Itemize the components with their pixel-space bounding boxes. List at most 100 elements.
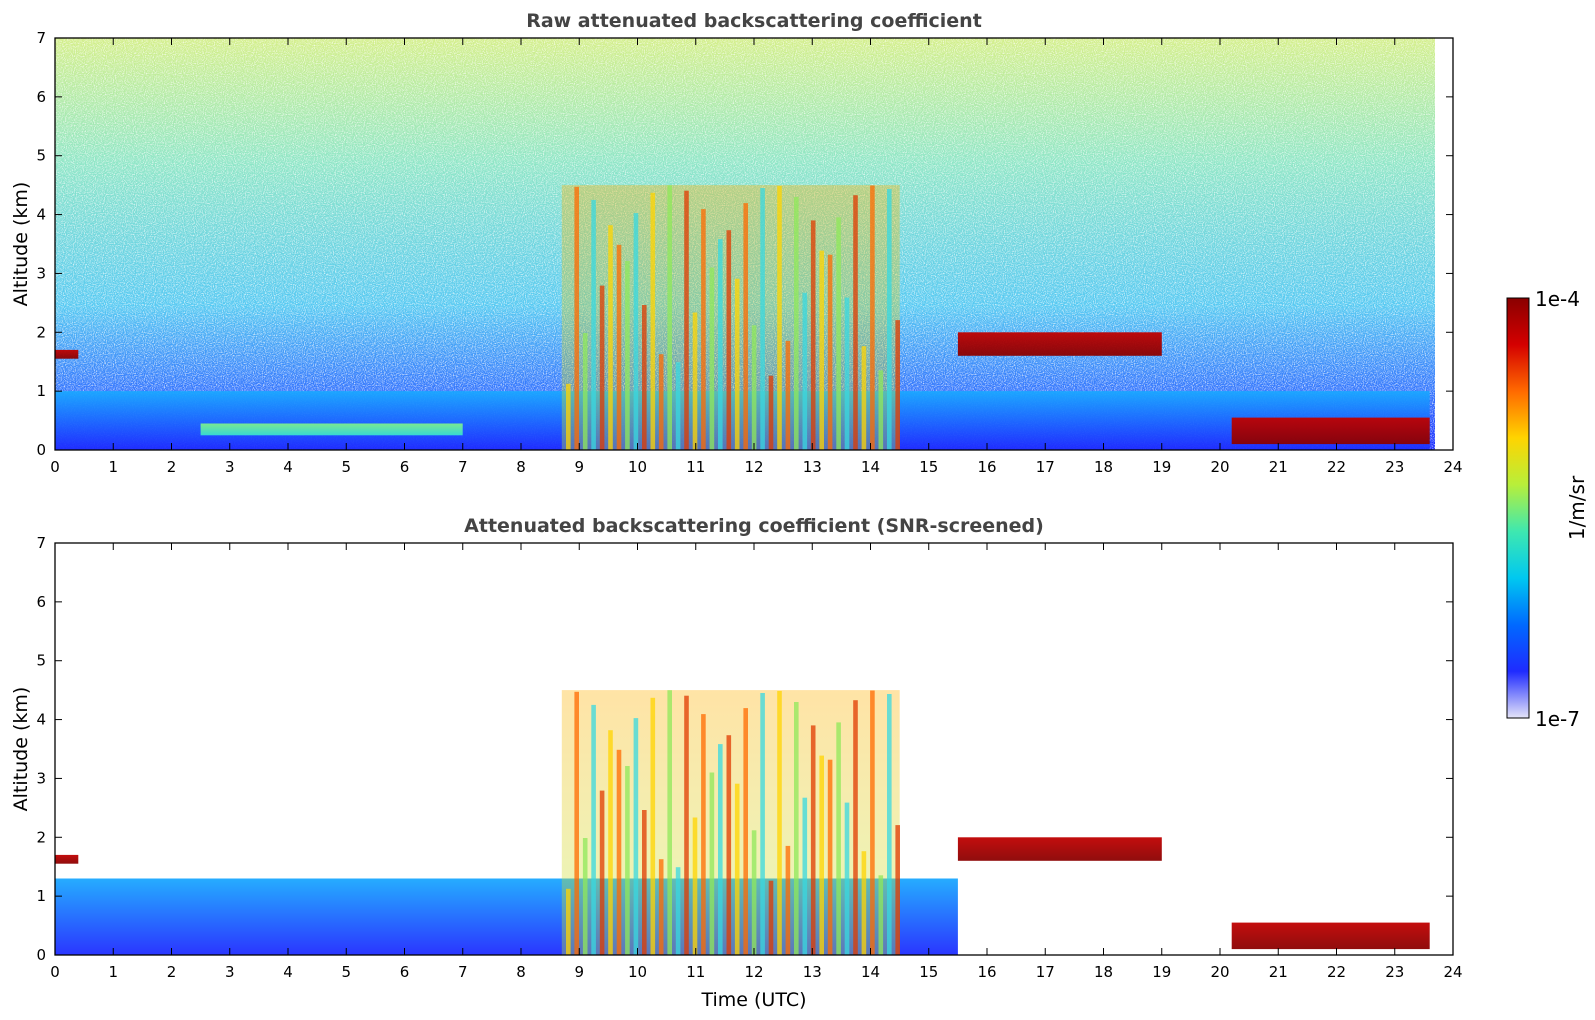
bottom-y-tick-label: 1 xyxy=(36,887,46,905)
bottom-plume-streak xyxy=(895,825,900,955)
top-plume-streak xyxy=(726,230,732,450)
bottom-x-tick-label: 10 xyxy=(628,963,647,981)
top-plume-streak xyxy=(709,267,715,450)
bottom-plume-streak xyxy=(658,859,664,955)
top-x-tick-label: 24 xyxy=(1443,458,1462,476)
top-x-tick-label: 22 xyxy=(1327,458,1346,476)
top-x-tick-label: 17 xyxy=(1036,458,1055,476)
top-feature-evening-low-layer xyxy=(1231,417,1430,445)
top-plume-streak xyxy=(667,185,672,450)
bottom-plume-streak xyxy=(794,702,799,955)
top-x-tick-label: 5 xyxy=(341,458,351,476)
bottom-panel-title: Attenuated backscattering coefficient (S… xyxy=(464,515,1044,537)
bottom-plume-streak xyxy=(599,790,605,955)
bottom-y-tick-label: 0 xyxy=(36,946,46,964)
bottom-x-tick-label: 21 xyxy=(1269,963,1288,981)
top-plume-streak xyxy=(692,312,698,450)
top-x-tick-label: 9 xyxy=(574,458,584,476)
bottom-plume-streak xyxy=(785,845,791,955)
top-y-axis-label: Altitude (km) xyxy=(10,182,32,307)
top-features xyxy=(55,185,1430,450)
top-plume-streak xyxy=(616,244,622,450)
bottom-plume-streak xyxy=(870,690,875,955)
top-x-tick-label: 14 xyxy=(861,458,880,476)
bottom-plume-streak xyxy=(650,697,656,955)
top-x-tick-label: 18 xyxy=(1094,458,1113,476)
bottom-plume-streak xyxy=(751,830,757,955)
bottom-x-tick-label: 19 xyxy=(1152,963,1171,981)
top-y-tick-label: 5 xyxy=(36,147,46,165)
top-plume-streak xyxy=(794,197,799,450)
top-x-tick-label: 0 xyxy=(50,458,60,476)
bottom-plume-streak xyxy=(718,744,723,955)
bottom-plume-streak xyxy=(734,783,740,955)
top-x-tick-label: 7 xyxy=(458,458,468,476)
top-x-tick-label: 21 xyxy=(1269,458,1288,476)
bottom-plume-streak xyxy=(675,867,681,955)
bottom-plume-streak xyxy=(625,766,630,955)
bottom-plume-streak xyxy=(684,695,689,955)
bottom-plume-streak xyxy=(642,810,647,955)
top-plume-streak xyxy=(785,340,791,450)
top-x-tick-label: 15 xyxy=(919,458,938,476)
bottom-x-tick-label: 13 xyxy=(803,963,822,981)
bottom-x-tick-label: 3 xyxy=(225,963,235,981)
bottom-plume-streak xyxy=(760,693,765,955)
colorbar-max-label: 1e-4 xyxy=(1535,287,1580,311)
top-x-tick-label: 8 xyxy=(516,458,526,476)
bottom-plume-streak xyxy=(726,735,732,955)
bottom-plume-streak xyxy=(853,700,858,955)
bottom-x-tick-label: 0 xyxy=(50,963,60,981)
bottom-features xyxy=(55,690,1430,955)
bottom-plume-streak xyxy=(743,708,748,955)
top-plume-streak xyxy=(599,285,605,450)
bottom-x-tick-label: 7 xyxy=(458,963,468,981)
bottom-x-tick-label: 1 xyxy=(108,963,118,981)
bottom-x-tick-label: 9 xyxy=(574,963,584,981)
top-plume-streak xyxy=(751,325,757,450)
top-plume-streak xyxy=(701,209,706,450)
top-plume-streak xyxy=(650,192,656,450)
bottom-plume-streak xyxy=(692,817,698,955)
bottom-plume-streak xyxy=(861,851,867,955)
top-y-tick-label: 7 xyxy=(36,29,46,47)
top-x-tick-label: 16 xyxy=(977,458,996,476)
top-plume-streak xyxy=(768,375,774,450)
bottom-x-tick-label: 18 xyxy=(1094,963,1113,981)
bottom-feature-evening-low-layer xyxy=(1231,922,1430,950)
top-plume-streak xyxy=(675,362,681,450)
bottom-plume-streak xyxy=(802,797,808,955)
bottom-plume-streak xyxy=(878,875,884,955)
top-feature-cloud-base-layer xyxy=(957,332,1162,356)
top-x-tick-label: 3 xyxy=(225,458,235,476)
bottom-x-tick-label: 6 xyxy=(400,963,410,981)
bottom-axes: 0 1 2 3 4 5 6 7 8 9 10 11 12 13 14 15 16 17 18 19 20 21 22 23 24… xyxy=(36,534,1462,981)
bottom-x-tick-label: 8 xyxy=(516,963,526,981)
bottom-x-tick-label: 15 xyxy=(919,963,938,981)
bottom-x-tick-label: 5 xyxy=(341,963,351,981)
bottom-plume-streak xyxy=(566,888,571,955)
top-plume-streak xyxy=(827,254,833,450)
bottom-y-axis-label: Altitude (km) xyxy=(10,687,32,812)
bottom-x-tick-label: 4 xyxy=(283,963,293,981)
top-plume-streak xyxy=(810,220,816,450)
bottom-plume-streak xyxy=(827,759,833,955)
top-panel: Raw attenuated backscattering coefficien… xyxy=(10,10,1463,476)
top-x-tick-label: 11 xyxy=(686,458,705,476)
top-feature-early-residual-layer xyxy=(55,349,79,359)
top-plume-streak xyxy=(870,185,875,450)
colorbar-unit-label: 1/m/sr xyxy=(1565,475,1589,540)
bottom-x-tick-label: 2 xyxy=(167,963,177,981)
bottom-y-tick-label: 5 xyxy=(36,652,46,670)
top-plume-streak xyxy=(633,213,639,450)
top-plume-streak xyxy=(878,370,884,450)
top-plume-streak xyxy=(625,261,630,450)
top-x-tick-label: 12 xyxy=(744,458,763,476)
bottom-plume-streak xyxy=(887,694,892,955)
bottom-y-tick-label: 2 xyxy=(36,828,46,846)
top-x-tick-label: 6 xyxy=(400,458,410,476)
bottom-plume-streak xyxy=(701,714,706,955)
bottom-plume-streak xyxy=(777,690,782,955)
top-plume-streak xyxy=(819,250,824,450)
bottom-x-tick-label: 23 xyxy=(1385,963,1404,981)
